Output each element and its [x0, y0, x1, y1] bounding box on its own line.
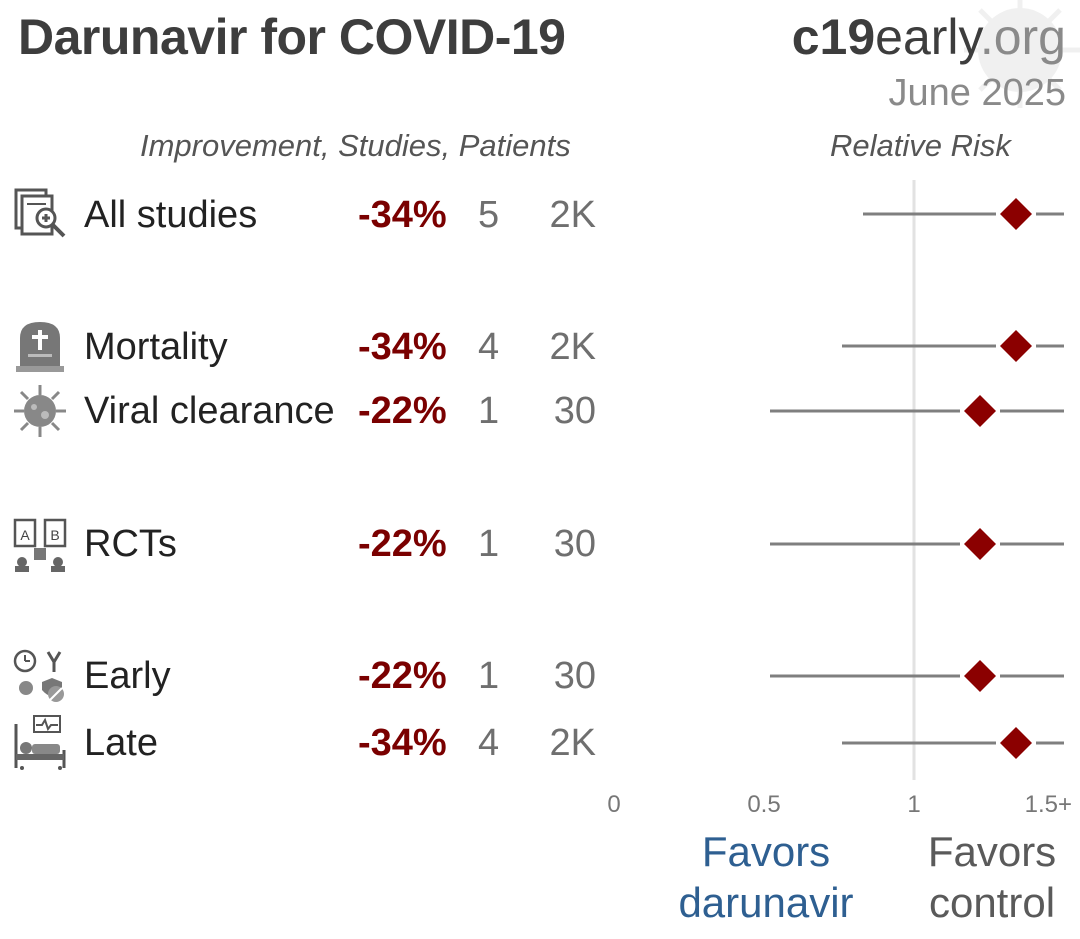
column-header-right: Relative Risk — [830, 128, 1011, 163]
brand-mid: early — [875, 9, 980, 65]
svg-text:A: A — [20, 527, 30, 543]
favors-treatment-label: Favors darunavir — [678, 826, 853, 928]
favors-control-line2: control — [928, 879, 1056, 927]
rr-point-mortality — [1000, 330, 1032, 362]
x-tick-label-3: 1.5+ — [1025, 791, 1072, 818]
row-studies-mortality: 4 — [478, 326, 500, 368]
column-header-left: Improvement, Studies, Patients — [140, 128, 571, 163]
row-patients-rcts: 30 — [553, 523, 596, 565]
row-improvement-rcts: -22% — [358, 523, 447, 565]
x-tick-label-1: 0.5 — [747, 791, 780, 818]
row-label-all-studies[interactable]: All studies — [84, 194, 258, 236]
brand-tail: .org — [979, 9, 1066, 65]
row-studies-late: 4 — [478, 722, 500, 764]
row-improvement-early: -22% — [358, 655, 447, 697]
row-improvement-late: -34% — [358, 722, 447, 764]
early-treatment-icon — [13, 649, 64, 702]
tombstone-icon — [16, 322, 64, 372]
rr-point-early — [964, 660, 996, 692]
rr-point-viral-clearance — [964, 395, 996, 427]
row-improvement-all-studies: -34% — [358, 194, 447, 236]
row-studies-early: 1 — [478, 655, 500, 697]
publish-date: June 2025 — [888, 72, 1067, 114]
favors-treatment-line2: darunavir — [678, 879, 854, 927]
row-label-mortality[interactable]: Mortality — [84, 326, 228, 368]
rr-point-all-studies — [1000, 198, 1032, 230]
magnifier-document-icon — [14, 188, 66, 238]
row-patients-all-studies: 2K — [549, 194, 596, 236]
brand-bold: c19 — [791, 9, 876, 65]
row-label-viral-clearance[interactable]: Viral clearance — [84, 390, 335, 432]
row-patients-late: 2K — [549, 722, 596, 764]
favors-control-line1: Favors — [927, 828, 1057, 875]
rr-point-late — [1000, 727, 1032, 759]
row-studies-all-studies: 5 — [478, 194, 500, 236]
row-studies-viral-clearance: 1 — [478, 390, 500, 432]
x-tick-label-0: 0 — [607, 791, 620, 818]
row-patients-mortality: 2K — [549, 326, 596, 368]
virus-watermark-icon — [964, 0, 1080, 108]
row-studies-rcts: 1 — [478, 523, 500, 565]
row-improvement-mortality: -34% — [358, 326, 447, 368]
x-tick-label-2: 1 — [907, 791, 920, 818]
row-label-late[interactable]: Late — [84, 722, 158, 764]
row-patients-early: 30 — [553, 655, 596, 697]
brand-logo[interactable]: c19early.org — [792, 8, 1066, 66]
row-label-rcts[interactable]: RCTs — [84, 523, 177, 565]
row-improvement-viral-clearance: -22% — [358, 390, 447, 432]
svg-text:B: B — [50, 527, 59, 543]
ab-trial-icon: A B — [13, 518, 67, 572]
row-patients-viral-clearance: 30 — [553, 390, 596, 432]
virus-icon — [14, 385, 66, 437]
favors-treatment-line1: Favors — [701, 828, 831, 875]
favors-control-label: Favors control — [928, 826, 1056, 928]
page-title: Darunavir for COVID-19 — [18, 9, 566, 65]
rr-point-rcts — [964, 528, 996, 560]
row-label-early[interactable]: Early — [84, 655, 171, 697]
hospital-bed-icon — [14, 715, 66, 770]
